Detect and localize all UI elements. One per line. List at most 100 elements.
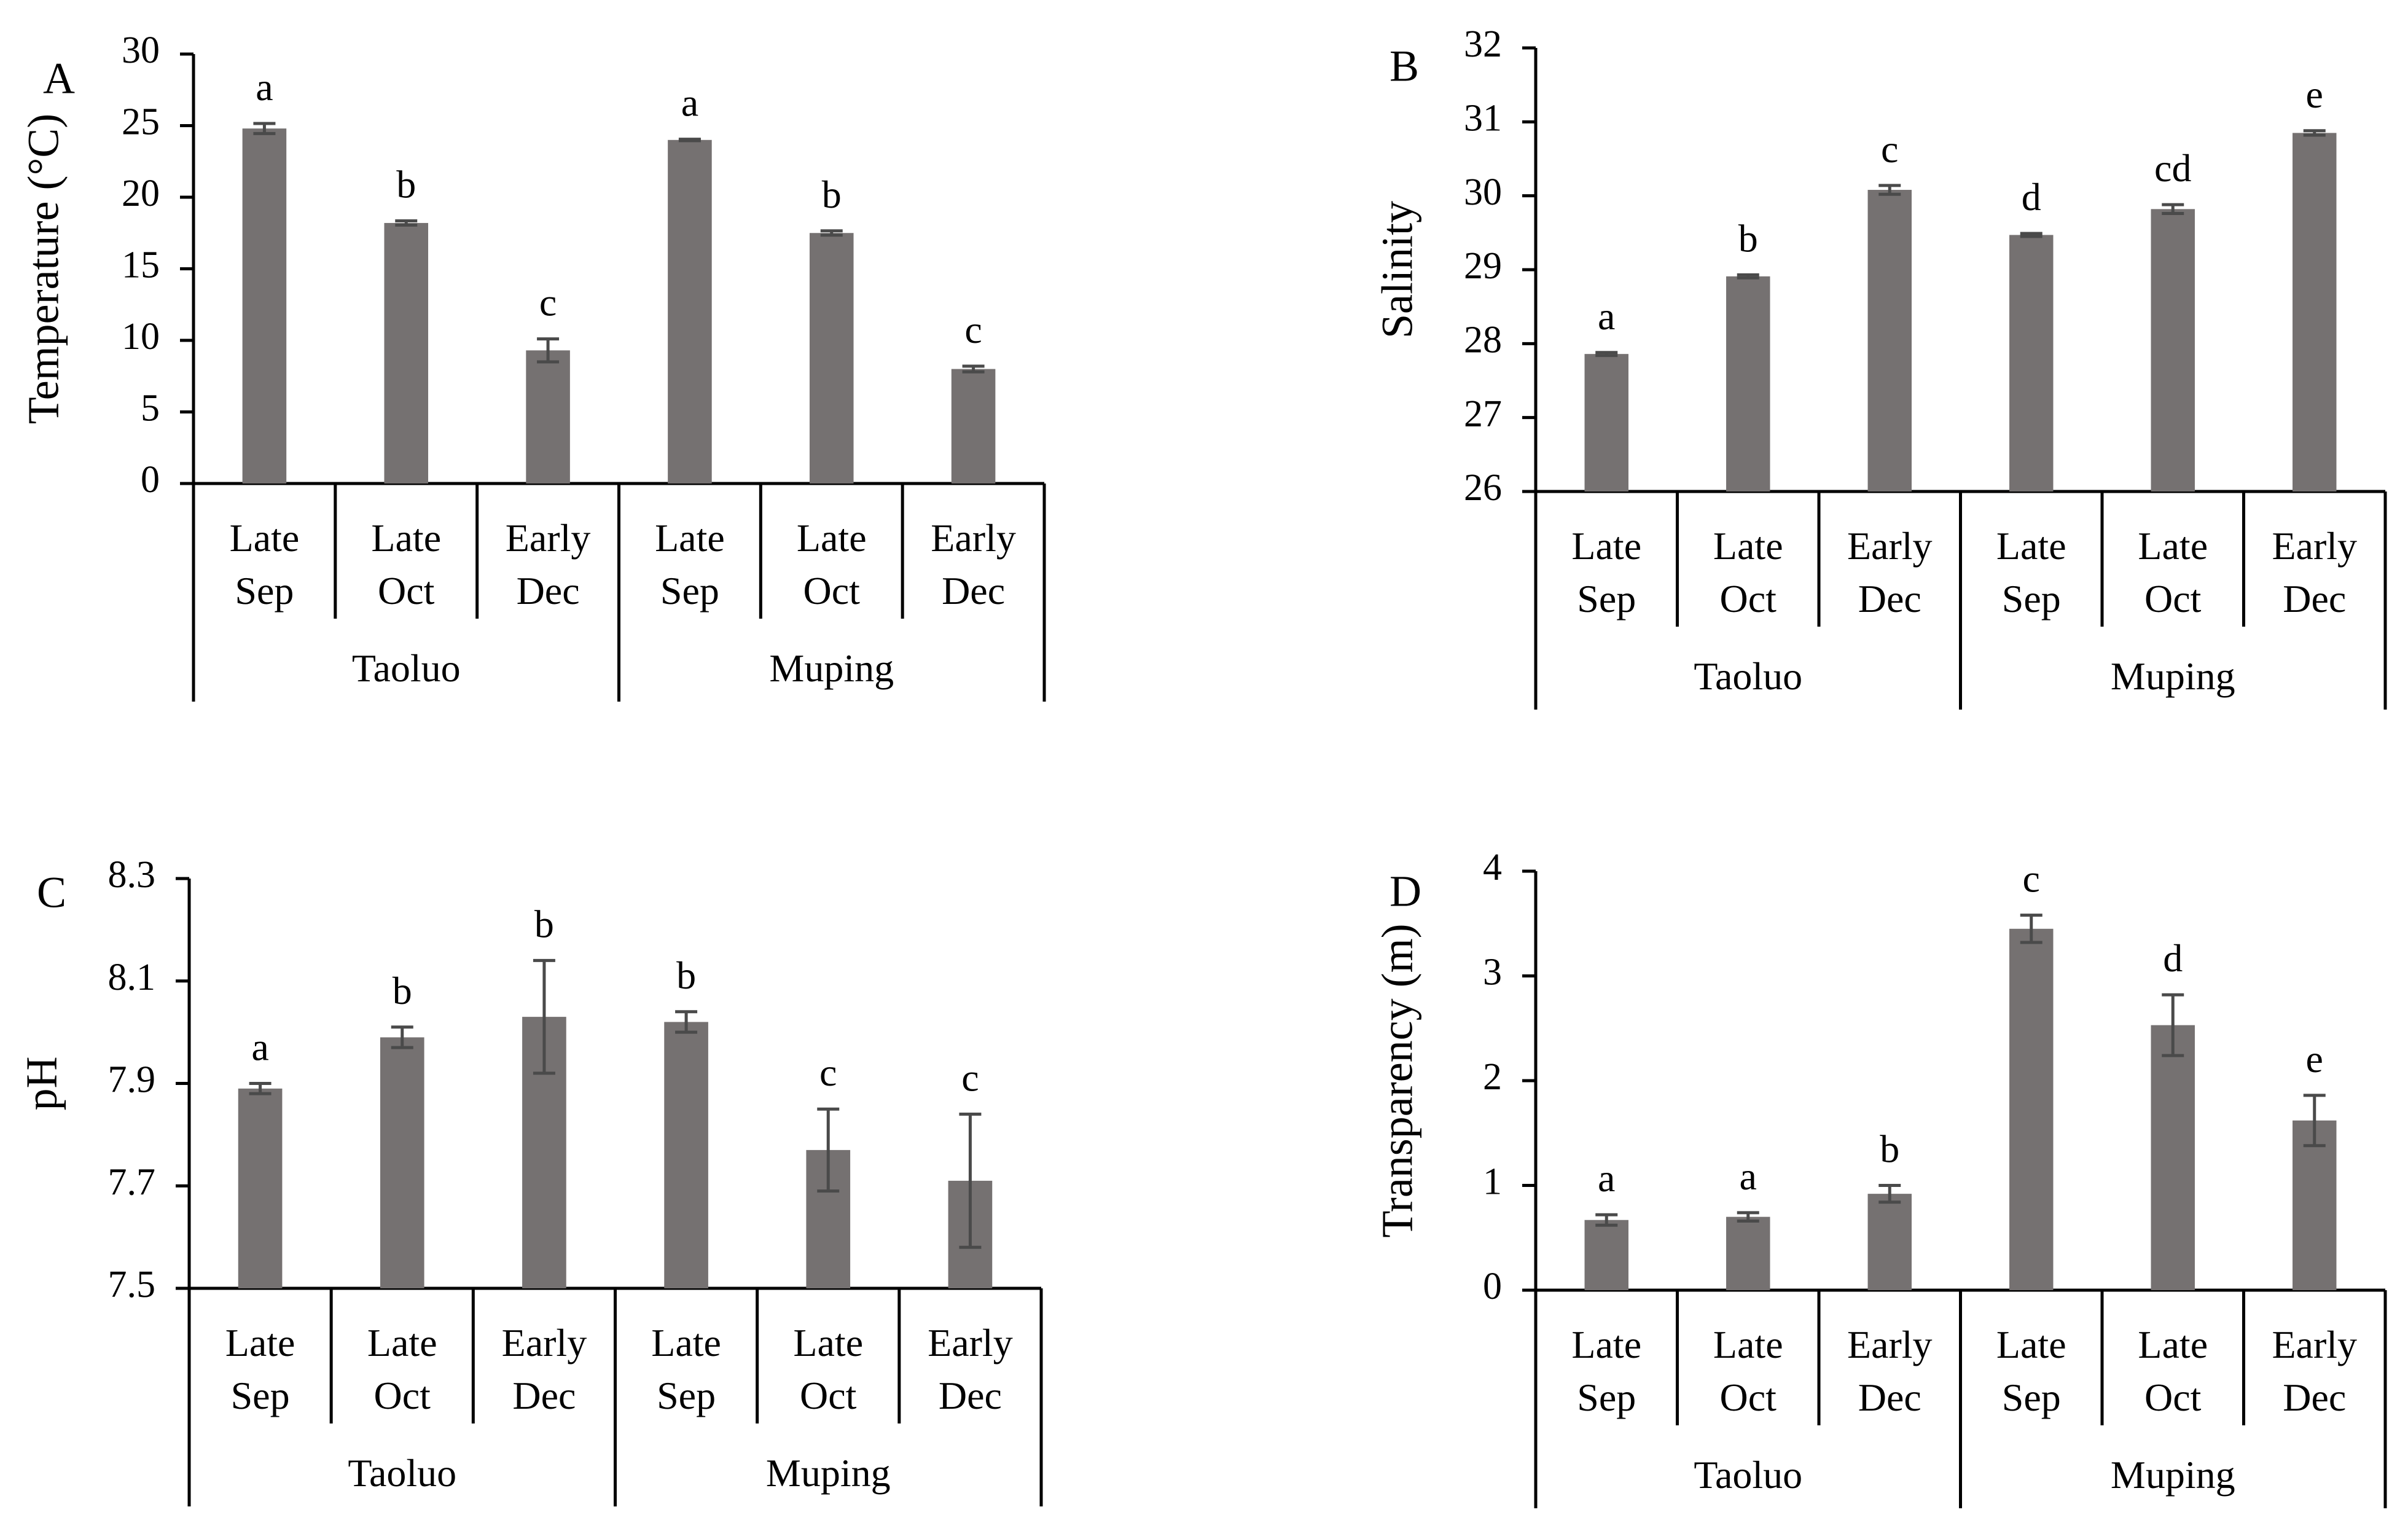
significance-label: cd: [2154, 146, 2191, 190]
bar-a-3: [668, 139, 712, 484]
y-tick-label: 32: [1464, 23, 1502, 65]
x-category-label: Late: [2138, 524, 2208, 568]
x-category-label: Sep: [2002, 1376, 2061, 1419]
x-category-label: Late: [651, 1321, 721, 1365]
panel-letter: D: [1390, 867, 1421, 916]
y-tick-label: 0: [141, 459, 160, 501]
x-category-label: Dec: [512, 1374, 576, 1417]
chart-panel-C: C 7.5 7.7 7.9 8.1 8.3 pH a Late Sep b Late Oct b Early…: [17, 854, 1043, 1506]
significance-label: a: [1740, 1154, 1757, 1198]
x-category-label: Early: [502, 1321, 587, 1365]
bar-a-5: [951, 369, 996, 484]
x-category-label: Late: [225, 1321, 295, 1365]
x-category-label: Sep: [2002, 577, 2061, 621]
x-category-label: Sep: [1577, 1376, 1636, 1419]
x-category-label: Sep: [235, 569, 294, 613]
x-group-label: Muping: [769, 646, 894, 690]
y-tick-label: 26: [1464, 467, 1502, 509]
significance-label: a: [1598, 1156, 1615, 1200]
y-axis-title: pH: [17, 1057, 66, 1111]
x-group-label: Taoluo: [352, 646, 461, 690]
significance-label: a: [681, 81, 698, 125]
bar-d-3: [2009, 928, 2054, 1290]
y-tick-label: 28: [1464, 319, 1502, 361]
bar-b-5: [2293, 133, 2337, 492]
y-tick-label: 30: [1464, 171, 1502, 213]
bar-c-0: [238, 1088, 283, 1288]
x-category-label: Oct: [1720, 1376, 1777, 1419]
x-group-label: Taoluo: [1694, 654, 1802, 698]
significance-label: c: [2023, 857, 2040, 901]
y-tick-label: 29: [1464, 245, 1502, 287]
x-category-label: Late: [1996, 524, 2066, 568]
y-tick-label: 4: [1483, 847, 1502, 888]
x-category-label: Early: [2272, 524, 2357, 568]
panel-letter: B: [1390, 42, 1419, 91]
bar-c-3: [664, 1022, 708, 1288]
x-category-label: Late: [367, 1321, 437, 1365]
y-tick-label: 10: [122, 316, 160, 358]
y-tick-label: 30: [122, 29, 160, 71]
y-tick-label: 20: [122, 173, 160, 214]
x-category-label: Late: [1713, 1323, 1783, 1366]
significance-label: c: [961, 1056, 979, 1100]
x-group-label: Taoluo: [1694, 1453, 1802, 1497]
x-category-label: Late: [793, 1321, 863, 1365]
y-tick-label: 1: [1483, 1161, 1502, 1203]
bar-d-4: [2151, 1025, 2195, 1290]
x-category-label: Oct: [2144, 577, 2202, 621]
y-tick-label: 27: [1464, 393, 1502, 435]
y-tick-label: 8.3: [108, 854, 156, 896]
significance-label: b: [534, 902, 554, 946]
x-category-label: Oct: [803, 569, 861, 613]
x-category-label: Late: [1713, 524, 1783, 568]
y-tick-label: 31: [1464, 98, 1502, 139]
y-tick-label: 0: [1483, 1266, 1502, 1307]
bar-b-2: [1867, 190, 1912, 491]
y-axis-title: Salinity: [1373, 201, 1422, 339]
x-category-label: Oct: [800, 1374, 857, 1417]
significance-label: a: [251, 1025, 268, 1069]
significance-label: b: [393, 969, 412, 1012]
x-category-label: Early: [1847, 524, 1933, 568]
x-group-label: Taoluo: [348, 1451, 456, 1495]
significance-label: e: [2306, 72, 2323, 116]
chart-panel-A: A 0 5 10 15 20 25 30 Temperature (°C) a Late Sep b La…: [19, 29, 1046, 702]
y-tick-label: 5: [141, 388, 160, 429]
y-tick-label: 8.1: [108, 957, 156, 998]
significance-label: b: [822, 173, 842, 216]
x-category-label: Late: [371, 516, 441, 560]
x-category-label: Late: [1996, 1323, 2066, 1366]
x-category-label: Oct: [1720, 577, 1777, 621]
bar-d-1: [1726, 1216, 1770, 1290]
x-category-label: Dec: [1858, 1376, 1921, 1419]
significance-label: d: [2022, 175, 2041, 219]
y-tick-label: 7.7: [108, 1161, 156, 1203]
y-tick-label: 25: [122, 101, 160, 143]
bar-b-4: [2151, 209, 2195, 491]
x-category-label: Oct: [378, 569, 435, 613]
x-group-label: Muping: [766, 1451, 891, 1495]
y-axis-title: Transparency (m): [1373, 923, 1422, 1237]
significance-label: a: [256, 65, 273, 109]
significance-label: c: [539, 281, 557, 324]
bar-b-1: [1726, 276, 1770, 491]
bar-d-0: [1584, 1220, 1628, 1290]
x-category-label: Dec: [939, 1374, 1002, 1417]
x-category-label: Late: [1571, 524, 1641, 568]
y-tick-label: 7.5: [108, 1264, 156, 1306]
panel-letter: C: [37, 868, 66, 917]
y-tick-label: 2: [1483, 1056, 1502, 1098]
bar-a-1: [384, 222, 429, 484]
significance-label: c: [964, 308, 982, 351]
significance-label: a: [1598, 294, 1615, 338]
bar-a-2: [526, 350, 570, 484]
x-category-label: Sep: [660, 569, 719, 613]
bar-d-5: [2293, 1120, 2337, 1290]
x-category-label: Early: [506, 516, 591, 560]
x-category-label: Sep: [1577, 577, 1636, 621]
bar-b-3: [2009, 235, 2054, 491]
x-category-label: Dec: [942, 569, 1005, 613]
y-tick-label: 3: [1483, 952, 1502, 993]
